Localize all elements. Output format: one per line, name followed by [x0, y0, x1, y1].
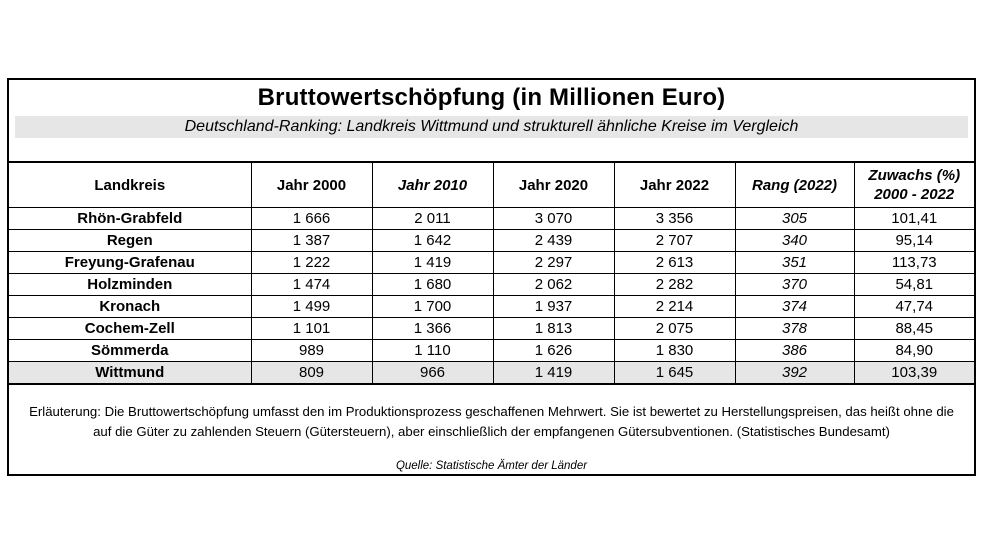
cell-jahr-2010: 966 — [371, 361, 494, 385]
cell-jahr-2010: 1 110 — [371, 339, 494, 362]
cell-landkreis: Sömmerda — [9, 339, 252, 362]
cell-jahr-2000: 1 387 — [250, 229, 373, 252]
header-zuwachs: Zuwachs (%) 2000 - 2022 — [853, 161, 974, 208]
explanation-note: Erläuterung: Die Bruttowertschöpfung umf… — [17, 402, 966, 442]
cell-landkreis: Wittmund — [9, 361, 252, 385]
header-jahr-2020: Jahr 2020 — [492, 161, 615, 208]
table-row: Freyung-Grafenau 1 222 1 419 2 297 2 613 351 1… — [9, 251, 974, 274]
table-row: Holzminden 1 474 1 680 2 062 2 282 370 54,81 — [9, 273, 974, 296]
cell-jahr-2010: 1 366 — [371, 317, 494, 340]
cell-jahr-2000: 1 666 — [250, 207, 373, 230]
page-title: Bruttowertschöpfung (in Millionen Euro) — [257, 84, 726, 111]
cell-jahr-2000: 1 222 — [250, 251, 373, 274]
header-jahr-2010: Jahr 2010 — [371, 161, 494, 208]
cell-jahr-2020: 1 419 — [492, 361, 615, 385]
cell-zuwachs: 101,41 — [853, 207, 974, 230]
cell-rang: 378 — [734, 317, 855, 340]
cell-zuwachs: 54,81 — [853, 273, 974, 296]
cell-zuwachs: 47,74 — [853, 295, 974, 318]
cell-rang: 392 — [734, 361, 855, 385]
cell-jahr-2000: 989 — [250, 339, 373, 362]
cell-jahr-2022: 2 707 — [613, 229, 736, 252]
cell-jahr-2022: 2 613 — [613, 251, 736, 274]
cell-landkreis: Holzminden — [9, 273, 252, 296]
cell-landkreis: Cochem-Zell — [9, 317, 252, 340]
cell-rang: 340 — [734, 229, 855, 252]
note-line-2: auf die Güter zu zahlenden Steuern (Güte… — [93, 424, 890, 439]
source-note: Quelle: Statistische Ämter der Länder — [395, 460, 588, 472]
cell-rang: 305 — [734, 207, 855, 230]
cell-jahr-2000: 809 — [250, 361, 373, 385]
data-table: Landkreis Jahr 2000 Jahr 2010 Jahr 2020 … — [9, 161, 974, 385]
header-jahr-2022: Jahr 2022 — [613, 161, 736, 208]
cell-rang: 386 — [734, 339, 855, 362]
cell-jahr-2020: 1 626 — [492, 339, 615, 362]
cell-jahr-2020: 1 937 — [492, 295, 615, 318]
table-header-row: Landkreis Jahr 2000 Jahr 2010 Jahr 2020 … — [9, 161, 974, 208]
cell-jahr-2000: 1 499 — [250, 295, 373, 318]
note-line-1: Die Bruttowertschöpfung umfasst den im P… — [104, 404, 954, 419]
cell-zuwachs: 88,45 — [853, 317, 974, 340]
header-rang-2022: Rang (2022) — [734, 161, 855, 208]
cell-zuwachs: 103,39 — [853, 361, 974, 385]
cell-jahr-2022: 2 282 — [613, 273, 736, 296]
cell-jahr-2020: 2 062 — [492, 273, 615, 296]
table-row: Rhön-Grabfeld 1 666 2 011 3 070 3 356 305 101,… — [9, 207, 974, 230]
table-row: Sömmerda 989 1 110 1 626 1 830 386 84,90 — [9, 339, 974, 362]
table-row: Regen 1 387 1 642 2 439 2 707 340 95,14 — [9, 229, 974, 252]
cell-jahr-2010: 1 642 — [371, 229, 494, 252]
note-label: Erläuterung: — [29, 404, 101, 419]
cell-jahr-2022: 1 645 — [613, 361, 736, 385]
cell-jahr-2020: 2 439 — [492, 229, 615, 252]
page-subtitle: Deutschland-Ranking: Landkreis Wittmund … — [15, 116, 968, 138]
table-row: Kronach 1 499 1 700 1 937 2 214 374 47,74 — [9, 295, 974, 318]
cell-rang: 351 — [734, 251, 855, 274]
cell-landkreis: Kronach — [9, 295, 252, 318]
cell-jahr-2010: 1 680 — [371, 273, 494, 296]
header-zuwachs-range: 2000 - 2022 — [874, 186, 955, 203]
table-frame: Bruttowertschöpfung (in Millionen Euro) … — [7, 78, 976, 476]
cell-jahr-2010: 1 700 — [371, 295, 494, 318]
cell-zuwachs: 84,90 — [853, 339, 974, 362]
table-row: Cochem-Zell 1 101 1 366 1 813 2 075 378 88,45 — [9, 317, 974, 340]
cell-landkreis: Rhön-Grabfeld — [9, 207, 252, 230]
cell-rang: 374 — [734, 295, 855, 318]
cell-jahr-2022: 1 830 — [613, 339, 736, 362]
cell-jahr-2022: 3 356 — [613, 207, 736, 230]
cell-jahr-2000: 1 474 — [250, 273, 373, 296]
cell-landkreis: Freyung-Grafenau — [9, 251, 252, 274]
table-row: Wittmund 809 966 1 419 1 645 392 103,39 — [9, 361, 974, 385]
header-zuwachs-label: Zuwachs (%) — [868, 167, 961, 184]
cell-jahr-2020: 1 813 — [492, 317, 615, 340]
cell-landkreis: Regen — [9, 229, 252, 252]
cell-jahr-2022: 2 075 — [613, 317, 736, 340]
cell-rang: 370 — [734, 273, 855, 296]
cell-jahr-2000: 1 101 — [250, 317, 373, 340]
cell-jahr-2020: 2 297 — [492, 251, 615, 274]
table-body: Rhön-Grabfeld 1 666 2 011 3 070 3 356 305 101,… — [9, 207, 974, 385]
header-jahr-2000: Jahr 2000 — [250, 161, 373, 208]
header-landkreis: Landkreis — [9, 161, 252, 208]
cell-jahr-2022: 2 214 — [613, 295, 736, 318]
cell-jahr-2020: 3 070 — [492, 207, 615, 230]
cell-zuwachs: 113,73 — [853, 251, 974, 274]
cell-jahr-2010: 2 011 — [371, 207, 494, 230]
cell-jahr-2010: 1 419 — [371, 251, 494, 274]
cell-zuwachs: 95,14 — [853, 229, 974, 252]
